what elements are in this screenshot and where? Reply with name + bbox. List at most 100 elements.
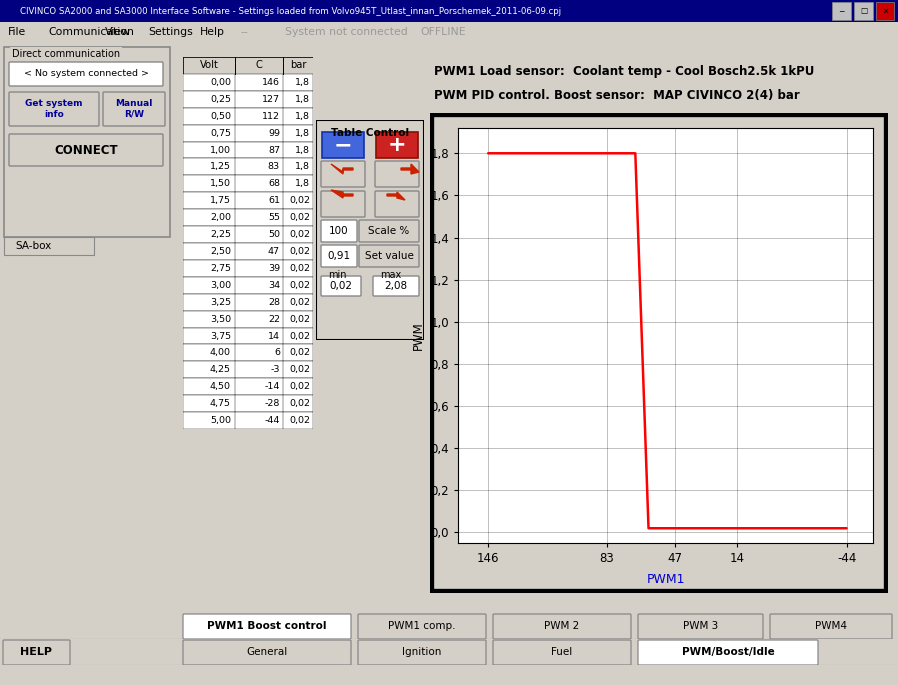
Text: 1,25: 1,25 (210, 162, 231, 171)
Text: 1,8: 1,8 (295, 145, 310, 155)
Bar (183, 125, 313, 142)
FancyBboxPatch shape (103, 92, 165, 126)
Text: 127: 127 (262, 95, 280, 103)
Bar (183, 57, 313, 74)
Text: 0,02: 0,02 (289, 247, 310, 256)
Text: 4,00: 4,00 (210, 349, 231, 358)
Polygon shape (331, 190, 353, 198)
Bar (322, 132, 364, 158)
Bar (183, 74, 313, 91)
Bar (183, 378, 313, 395)
Text: C: C (256, 60, 262, 71)
Bar (183, 192, 313, 209)
Text: PWM1 Load sensor:  Coolant temp - Cool Bosch2.5k 1kPU: PWM1 Load sensor: Coolant temp - Cool Bo… (435, 65, 814, 78)
Bar (183, 260, 313, 277)
Text: 68: 68 (268, 179, 280, 188)
Text: 3,25: 3,25 (210, 298, 231, 307)
Text: 61: 61 (268, 196, 280, 206)
Text: 99: 99 (268, 129, 280, 138)
Text: 0,02: 0,02 (289, 332, 310, 340)
Text: min: min (328, 270, 347, 280)
Text: 2,25: 2,25 (210, 230, 231, 239)
Bar (376, 132, 418, 158)
FancyBboxPatch shape (321, 191, 365, 217)
FancyBboxPatch shape (493, 640, 631, 665)
Text: OFFLINE: OFFLINE (420, 27, 466, 37)
Text: 2,08: 2,08 (384, 281, 408, 291)
Text: 3,50: 3,50 (210, 314, 231, 323)
Text: 50: 50 (268, 230, 280, 239)
Text: 2,75: 2,75 (210, 264, 231, 273)
Text: 0,02: 0,02 (289, 399, 310, 408)
FancyBboxPatch shape (359, 245, 419, 267)
Y-axis label: PWM: PWM (411, 321, 425, 350)
Text: 22: 22 (268, 314, 280, 323)
Text: 0,02: 0,02 (289, 382, 310, 391)
Text: -44: -44 (265, 416, 280, 425)
Bar (832, 2, 851, 20)
FancyBboxPatch shape (375, 161, 419, 187)
Text: SA-box: SA-box (15, 241, 51, 251)
Text: CIVINCO SA2000 and SA3000 Interface Software - Settings loaded from Volvo945T_Ut: CIVINCO SA2000 and SA3000 Interface Soft… (20, 6, 561, 16)
Text: 0,25: 0,25 (210, 95, 231, 103)
Text: 0,02: 0,02 (289, 349, 310, 358)
Text: 0,02: 0,02 (289, 264, 310, 273)
Text: 83: 83 (268, 162, 280, 171)
Text: 1,00: 1,00 (210, 145, 231, 155)
Bar (183, 412, 313, 429)
Text: 0,02: 0,02 (289, 416, 310, 425)
Text: Ignition: Ignition (402, 647, 442, 657)
Text: PWM1 comp.: PWM1 comp. (388, 621, 456, 631)
Text: 1,8: 1,8 (295, 112, 310, 121)
Bar (183, 243, 313, 260)
Text: 3,75: 3,75 (210, 332, 231, 340)
Text: 87: 87 (268, 145, 280, 155)
Text: General: General (246, 647, 287, 657)
Text: 1,8: 1,8 (295, 162, 310, 171)
Text: -3: -3 (270, 365, 280, 374)
FancyBboxPatch shape (9, 92, 99, 126)
Bar (183, 310, 313, 327)
Bar (183, 158, 313, 175)
Bar (183, 175, 313, 192)
Text: +: + (388, 135, 406, 155)
Text: 1,50: 1,50 (210, 179, 231, 188)
Text: System not connected: System not connected (285, 27, 408, 37)
Text: 4,50: 4,50 (210, 382, 231, 391)
Text: Communication: Communication (48, 27, 134, 37)
Polygon shape (401, 164, 419, 174)
Text: 2,50: 2,50 (210, 247, 231, 256)
Text: Table Control: Table Control (331, 128, 409, 138)
Text: 100: 100 (330, 226, 348, 236)
Text: 146: 146 (262, 78, 280, 87)
Text: 6: 6 (274, 349, 280, 358)
Bar (4, 237, 94, 255)
X-axis label: PWM1: PWM1 (647, 573, 685, 586)
Text: 1,75: 1,75 (210, 196, 231, 206)
Text: Settings: Settings (148, 27, 193, 37)
Text: View: View (105, 27, 131, 37)
FancyBboxPatch shape (183, 614, 351, 639)
Bar (183, 209, 313, 226)
Text: 2,00: 2,00 (210, 213, 231, 222)
Text: Get system
info: Get system info (25, 99, 83, 119)
Text: 0,02: 0,02 (289, 298, 310, 307)
Text: 0,50: 0,50 (210, 112, 231, 121)
FancyBboxPatch shape (375, 191, 419, 217)
Text: -28: -28 (265, 399, 280, 408)
Bar (876, 2, 894, 20)
Text: Help: Help (200, 27, 225, 37)
Text: -14: -14 (265, 382, 280, 391)
Polygon shape (331, 164, 353, 174)
Text: 3,00: 3,00 (210, 281, 231, 290)
FancyBboxPatch shape (493, 614, 631, 639)
Text: 34: 34 (268, 281, 280, 290)
Text: Scale %: Scale % (368, 226, 409, 236)
FancyBboxPatch shape (359, 220, 419, 242)
Text: −: − (334, 135, 352, 155)
Bar (183, 277, 313, 294)
Text: PWM 2: PWM 2 (544, 621, 579, 631)
Text: Set value: Set value (365, 251, 413, 261)
Text: Manual
R/W: Manual R/W (115, 99, 153, 119)
Bar (183, 362, 313, 378)
